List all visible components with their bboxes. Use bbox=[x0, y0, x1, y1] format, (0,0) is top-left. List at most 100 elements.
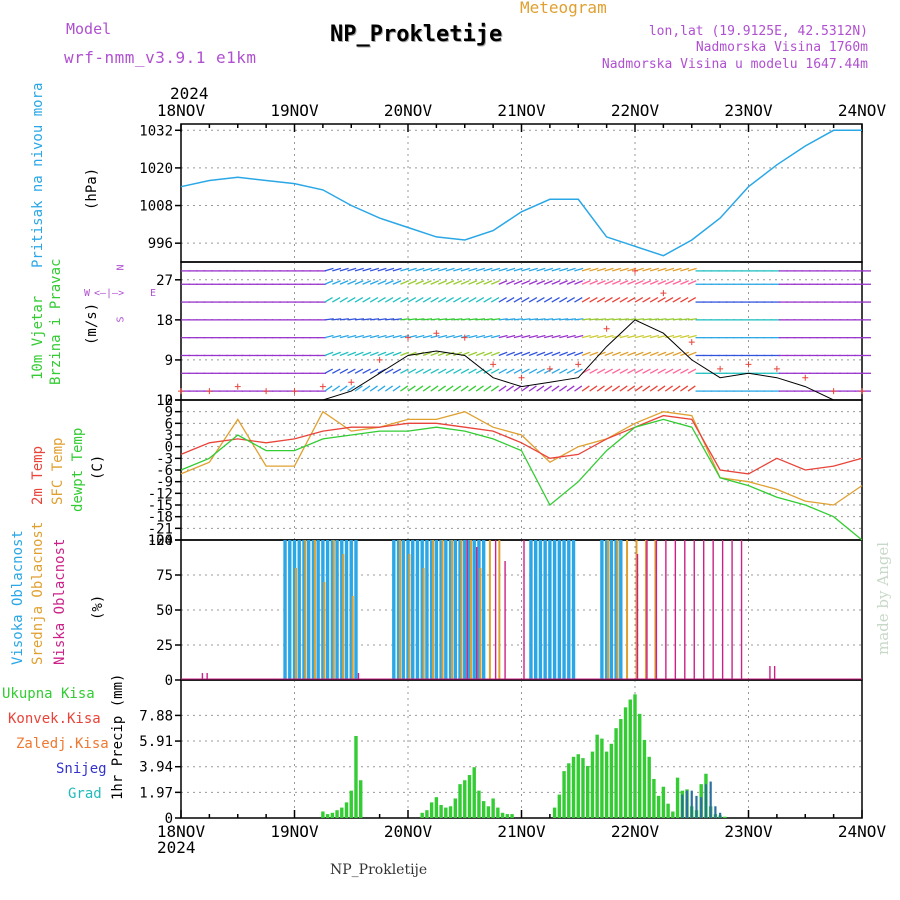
wind-arrow bbox=[422, 297, 432, 303]
wind-arrow bbox=[687, 351, 697, 357]
dewpt-temp-line bbox=[180, 418, 863, 541]
wind-arrow bbox=[506, 280, 515, 285]
wind-arrow bbox=[445, 334, 455, 339]
wind-arrow bbox=[377, 318, 387, 321]
wind-arrow bbox=[422, 334, 433, 339]
clouds-ytick-label: 0 bbox=[165, 673, 173, 689]
wind-arrow bbox=[347, 297, 356, 303]
cloud-bar bbox=[533, 540, 538, 679]
precip-bar bbox=[647, 756, 651, 818]
wind-arrow bbox=[596, 368, 606, 374]
wind-arrow bbox=[634, 385, 643, 392]
station-altitude: Nadmorska Visina 1760m bbox=[695, 40, 868, 55]
wind-arrow bbox=[551, 351, 561, 357]
clouds-ytick-label: 100 bbox=[148, 533, 173, 549]
wind-arrow bbox=[506, 297, 515, 303]
wind-arrow bbox=[687, 368, 697, 374]
wind-arrow bbox=[612, 267, 622, 272]
legend-snow: Snijeg bbox=[56, 761, 107, 777]
wind-arrow bbox=[453, 297, 462, 303]
wind-arrow bbox=[369, 280, 379, 285]
wind-arrow bbox=[498, 280, 508, 285]
wind-gust-marker bbox=[575, 361, 582, 368]
wind-arrow bbox=[665, 280, 674, 285]
cloud-bar bbox=[439, 540, 443, 679]
wind-arrow bbox=[687, 334, 697, 339]
wind-arrow bbox=[566, 368, 576, 374]
precip-bar bbox=[458, 784, 462, 818]
wind-arrow bbox=[649, 267, 659, 272]
wind-gust-marker bbox=[291, 388, 298, 395]
wind-arrow bbox=[642, 334, 652, 339]
wind-arrow bbox=[566, 334, 576, 339]
wind-arrow bbox=[369, 267, 379, 272]
wind-arrow bbox=[385, 334, 395, 339]
precip-bar bbox=[500, 812, 505, 818]
wind-arrow bbox=[642, 351, 652, 357]
precip-bar bbox=[444, 807, 448, 818]
cloud-bar bbox=[306, 540, 311, 679]
cloud-bar bbox=[616, 540, 619, 679]
cloud-bar bbox=[479, 568, 482, 679]
cloud-bar bbox=[302, 540, 306, 679]
wind-arrow bbox=[634, 280, 644, 285]
wind-gust-marker bbox=[518, 374, 525, 381]
cloud-bar bbox=[665, 540, 667, 679]
wind-arrow bbox=[650, 318, 660, 321]
wind-arrow bbox=[566, 351, 576, 357]
wind-arrow bbox=[566, 267, 576, 272]
precip-bar bbox=[719, 812, 722, 818]
precip-bar bbox=[623, 707, 628, 818]
wind-gust-marker bbox=[178, 388, 184, 395]
wind-speed-line bbox=[181, 319, 862, 401]
cloud-bar bbox=[453, 540, 457, 679]
wind-arrow bbox=[400, 297, 409, 303]
wind-arrow bbox=[400, 368, 409, 374]
wind-arrow bbox=[415, 334, 425, 339]
wind-arrow bbox=[347, 318, 357, 321]
wind-arrow bbox=[369, 385, 378, 392]
wind-arrow bbox=[559, 368, 568, 374]
wind-arrow bbox=[506, 318, 516, 321]
wind-arrow bbox=[498, 267, 508, 272]
compass-rose: N W <—|—> E S bbox=[80, 262, 160, 322]
precip-bar bbox=[704, 784, 708, 818]
wind-arrow bbox=[611, 368, 621, 374]
wind-arrow bbox=[415, 267, 425, 272]
sfc-temp-line bbox=[180, 410, 863, 506]
wind-arrow bbox=[597, 318, 607, 321]
time-label-bottom: 21NOV bbox=[497, 822, 546, 841]
cloud-bar bbox=[411, 540, 415, 679]
cloud-bar bbox=[619, 540, 623, 679]
wind-arrow bbox=[528, 334, 538, 339]
cloud-bar bbox=[399, 540, 402, 679]
wind-arrow bbox=[521, 280, 531, 285]
wind-arrow bbox=[649, 280, 659, 285]
cloud-bar bbox=[557, 540, 562, 679]
temperature-ytick-label: 0 bbox=[165, 440, 173, 456]
wind-arrow bbox=[664, 368, 674, 374]
wind-arrow bbox=[642, 318, 652, 321]
wind-arrow bbox=[377, 334, 387, 339]
wind-ytick-label: 0 bbox=[165, 393, 173, 409]
cloud-bar bbox=[655, 540, 658, 679]
precip-bar bbox=[434, 797, 439, 818]
precip-ytick-label: 0 bbox=[165, 811, 173, 827]
precip-bar bbox=[510, 814, 514, 818]
wind-arrow bbox=[392, 385, 401, 392]
wind-arrow bbox=[407, 267, 417, 272]
temperature-ytick-label: 9 bbox=[165, 405, 173, 421]
wind-arrow bbox=[521, 351, 531, 357]
wind-arrow bbox=[347, 334, 357, 339]
cloud-bar bbox=[313, 540, 316, 679]
wind-arrow bbox=[611, 385, 621, 392]
wind-arrow bbox=[642, 267, 652, 272]
wind-arrow bbox=[407, 297, 417, 303]
wind-arrow bbox=[400, 267, 410, 272]
wind-arrow bbox=[377, 280, 387, 285]
wind-arrow bbox=[362, 368, 371, 374]
wind-arrow bbox=[604, 385, 613, 392]
station-footer: NP_Prokletije bbox=[330, 862, 428, 878]
wind-arrow bbox=[392, 351, 402, 357]
